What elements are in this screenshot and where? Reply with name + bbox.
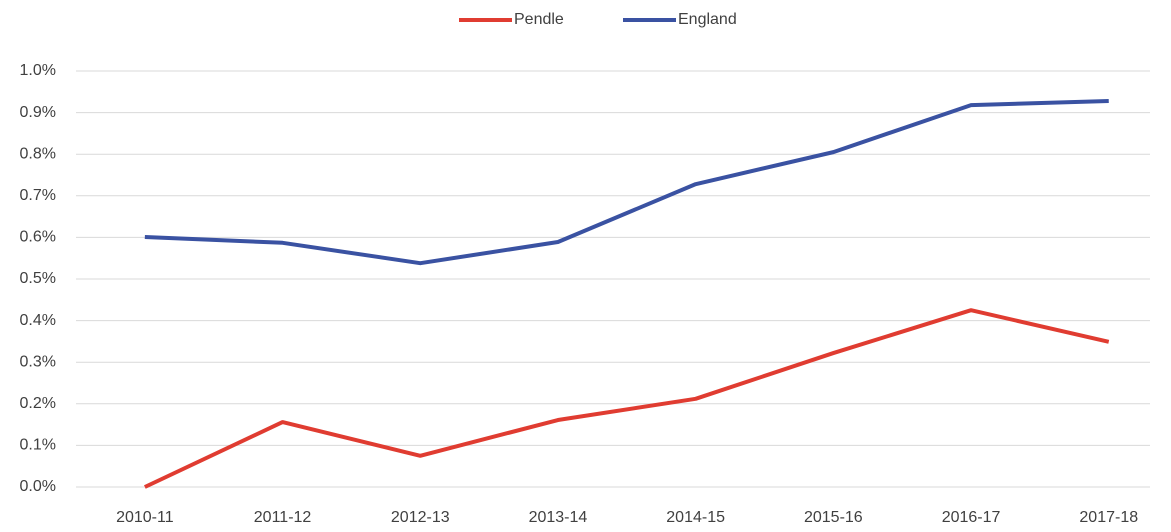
y-tick-label: 0.0%	[20, 478, 56, 495]
x-tick-label: 2016-17	[942, 509, 1001, 526]
x-tick-label: 2017-18	[1079, 509, 1138, 526]
y-tick-label: 0.9%	[20, 104, 56, 121]
x-tick-label: 2013-14	[529, 509, 588, 526]
x-tick-label: 2015-16	[804, 509, 863, 526]
x-tick-label: 2011-12	[254, 509, 312, 526]
legend-label: England	[678, 11, 737, 28]
legend-label: Pendle	[514, 11, 564, 28]
y-tick-label: 0.2%	[20, 395, 56, 412]
y-tick-label: 0.7%	[20, 187, 56, 204]
series-line	[143, 308, 1110, 489]
y-tick-label: 0.1%	[20, 437, 56, 454]
x-tick-label: 2010-11	[116, 509, 174, 526]
y-tick-label: 1.0%	[20, 62, 56, 79]
y-tick-label: 0.6%	[20, 229, 56, 246]
y-tick-label: 0.3%	[20, 353, 56, 370]
y-tick-label: 0.4%	[20, 312, 56, 329]
series-line	[144, 98, 1109, 266]
x-tick-label: 2014-15	[666, 509, 725, 526]
y-tick-label: 0.8%	[20, 145, 56, 162]
y-tick-label: 0.5%	[20, 270, 56, 287]
x-tick-label: 2012-13	[391, 509, 450, 526]
